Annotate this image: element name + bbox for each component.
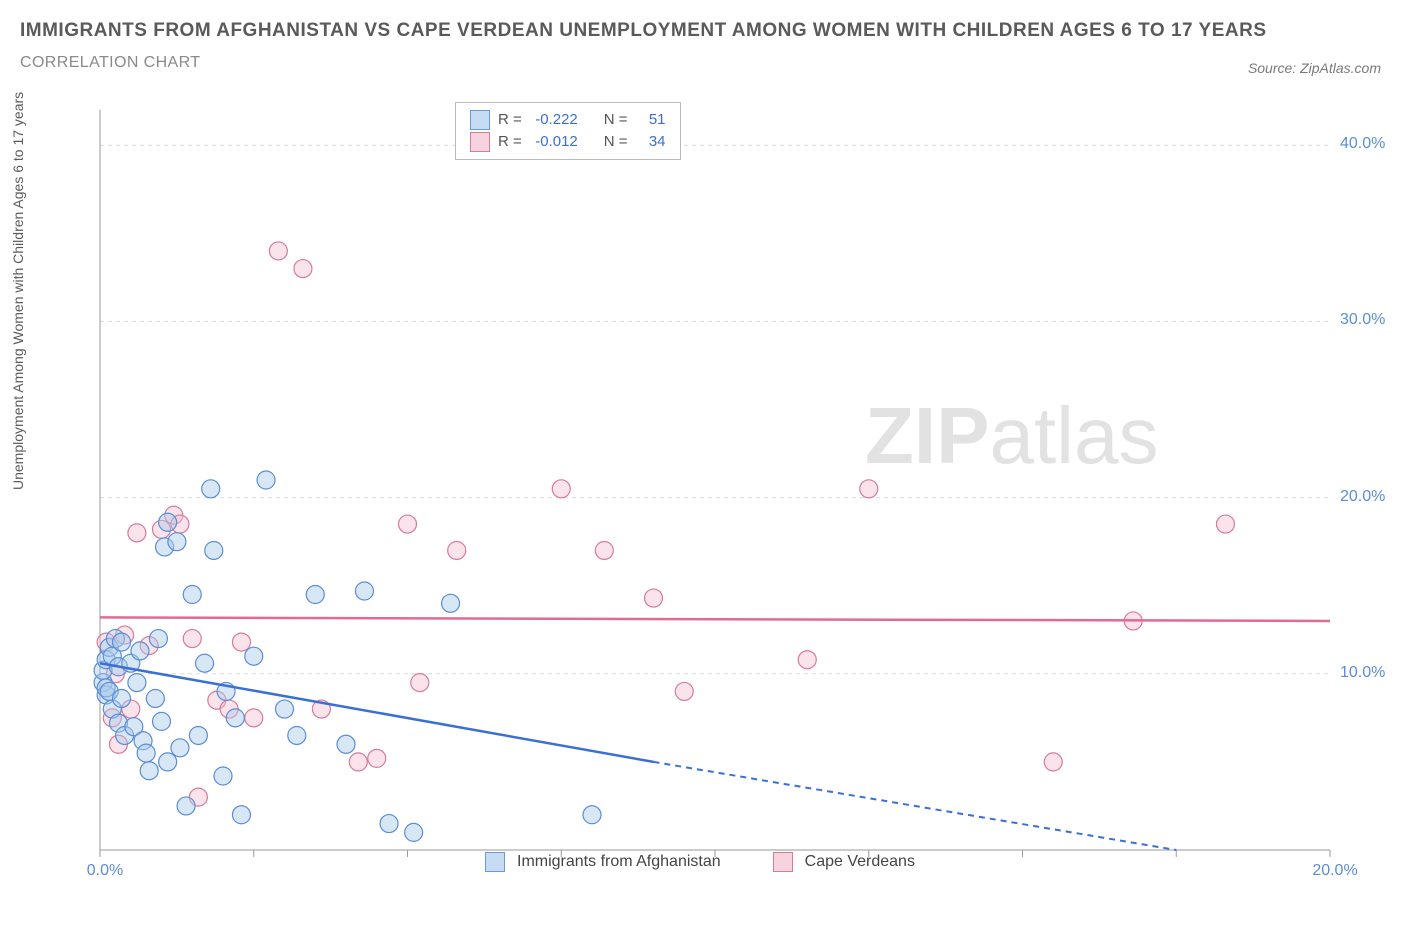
chart-subtitle: CORRELATION CHART — [20, 54, 1267, 72]
n-value: 51 — [636, 109, 666, 131]
r-value: -0.222 — [530, 109, 578, 131]
n-value: 34 — [636, 131, 666, 153]
scatter-chart-svg — [55, 100, 1375, 870]
y-axis-label: Unemployment Among Women with Children A… — [10, 92, 26, 490]
n-label: N = — [604, 109, 628, 131]
legend-swatch — [470, 110, 490, 130]
chart-title: IMMIGRANTS FROM AFGHANISTAN VS CAPE VERD… — [20, 20, 1267, 42]
legend-stats-row: R = -0.222 N = 51 — [470, 109, 666, 131]
legend-swatch — [485, 852, 505, 872]
legend-label: Immigrants from Afghanistan — [517, 853, 721, 871]
n-label: N = — [604, 131, 628, 153]
y-tick-label: 40.0% — [1340, 135, 1385, 153]
source-attribution: Source: ZipAtlas.com — [1248, 60, 1381, 76]
r-label: R = — [498, 131, 522, 153]
y-tick-label: 20.0% — [1340, 488, 1385, 506]
legend-stats-row: R = -0.012 N = 34 — [470, 131, 666, 153]
x-tick-label: 20.0% — [1305, 862, 1365, 880]
r-label: R = — [498, 109, 522, 131]
legend-swatch — [470, 132, 490, 152]
r-value: -0.012 — [530, 131, 578, 153]
legend-series: Immigrants from Afghanistan Cape Verdeans — [485, 852, 955, 872]
legend-label: Cape Verdeans — [805, 853, 915, 871]
legend-stats-box: R = -0.222 N = 51 R = -0.012 N = 34 — [455, 102, 681, 160]
legend-swatch — [773, 852, 793, 872]
y-tick-label: 30.0% — [1340, 311, 1385, 329]
chart-area: ZIPatlas R =-0.222N =51R =-0.012N =34 Im… — [55, 100, 1375, 870]
y-tick-label: 10.0% — [1340, 664, 1385, 682]
x-tick-label: 0.0% — [75, 862, 135, 880]
